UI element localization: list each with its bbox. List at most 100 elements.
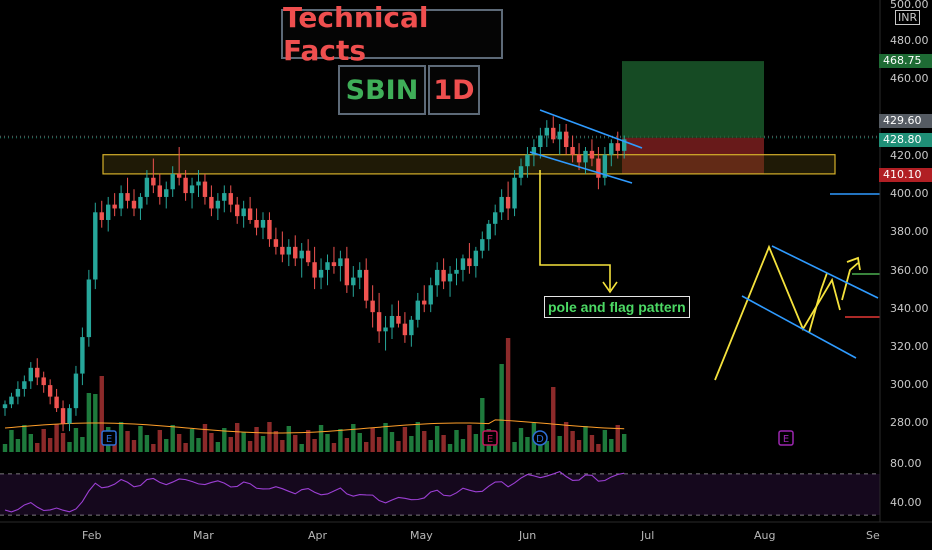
volume-bar <box>293 435 298 452</box>
currency-badge[interactable]: INR <box>895 10 921 25</box>
candle-body <box>164 189 169 197</box>
volume-bar <box>280 440 285 452</box>
candle-body <box>176 173 182 178</box>
volume-ma-line <box>4 419 625 434</box>
volume-bar <box>364 442 369 452</box>
candle-body <box>22 381 27 389</box>
event-marker-e[interactable]: E <box>101 430 117 446</box>
volume-bar <box>383 423 388 452</box>
candle-body <box>196 181 201 186</box>
candle-body <box>183 177 188 194</box>
candle-body <box>551 127 556 140</box>
volume-bar <box>215 442 221 452</box>
volume-bar <box>544 441 549 452</box>
candle-body <box>73 373 79 409</box>
event-marker-e[interactable]: E <box>482 430 498 446</box>
volume-bar <box>235 423 240 452</box>
volume-bar <box>615 425 620 452</box>
volume-bar <box>447 444 453 452</box>
candle-body <box>131 200 137 209</box>
volume-bar <box>125 431 130 452</box>
chart-title: Technical Facts <box>281 1 503 67</box>
volume-bar <box>73 428 79 452</box>
annotation-arrow-head <box>602 281 618 294</box>
volume-bar <box>602 430 608 452</box>
candle-body <box>241 208 246 217</box>
candle-body <box>473 250 479 267</box>
rsi-tick-label: 80.00 <box>890 457 922 470</box>
candle-body <box>228 193 233 205</box>
volume-bar <box>376 437 382 452</box>
volume-bar <box>86 393 92 452</box>
volume-bar <box>228 437 233 452</box>
volume-bar <box>260 436 266 452</box>
time-axis-label: Apr <box>308 529 328 542</box>
volume-bar <box>189 429 195 452</box>
price-tick-label: 420.00 <box>890 149 929 162</box>
event-marker-e[interactable]: E <box>778 430 794 446</box>
candle-body <box>570 147 575 155</box>
candle-body <box>106 204 111 220</box>
volume-bar <box>622 434 627 452</box>
volume-bar <box>563 422 569 452</box>
candle-body <box>202 181 208 197</box>
volume-bar <box>176 434 182 452</box>
volume-bar <box>318 425 324 452</box>
volume-bar <box>273 431 279 452</box>
time-axis-label: Feb <box>82 529 102 542</box>
volume-bar <box>196 438 201 452</box>
candle-body <box>557 131 562 140</box>
candle-body <box>280 246 285 255</box>
pattern-annotation: pole and flag pattern <box>544 296 690 318</box>
volume-bar <box>241 432 246 452</box>
sketch-lower-channel <box>741 295 857 359</box>
price-tick-label: 400.00 <box>890 187 929 200</box>
candle-body <box>389 315 395 328</box>
price-badge: 468.75 <box>879 54 932 68</box>
volume-bar <box>460 439 466 452</box>
volume-bar <box>351 424 356 452</box>
candle-body <box>299 250 304 259</box>
candle-body <box>422 300 427 305</box>
candle-body <box>538 135 543 148</box>
candle-body <box>454 269 459 274</box>
target-zone <box>622 61 764 138</box>
candle-body <box>273 239 279 247</box>
candle-body <box>267 219 272 240</box>
price-badge: 410.10 <box>879 168 932 182</box>
candle-body <box>247 208 253 220</box>
candle-body <box>383 327 388 332</box>
flag-lower-line <box>529 151 633 184</box>
candle-body <box>9 396 14 405</box>
volume-bar <box>183 443 188 452</box>
candle-body <box>260 219 266 228</box>
event-marker-d[interactable]: D <box>532 430 548 446</box>
flag-upper-line <box>539 109 643 149</box>
candle-body <box>447 273 453 282</box>
volume-bar <box>2 444 8 452</box>
candle-body <box>415 300 420 320</box>
candle-body <box>370 300 375 313</box>
volume-bar <box>338 429 343 452</box>
candle-body <box>441 269 446 282</box>
sketch-breakout <box>841 262 859 301</box>
candle-body <box>35 367 40 378</box>
candle-body <box>609 143 614 155</box>
volume-bar <box>428 440 433 452</box>
price-tick-label: 300.00 <box>890 378 929 391</box>
candle-body <box>331 262 337 267</box>
volume-bar <box>505 338 511 452</box>
volume-bar <box>589 435 595 452</box>
volume-bar <box>157 430 162 452</box>
volume-bar <box>15 439 21 452</box>
candle-body <box>357 269 362 278</box>
volume-bar <box>312 439 317 452</box>
price-tick-label: 480.00 <box>890 34 929 47</box>
svg-text:E: E <box>487 434 493 445</box>
price-tick-label: 460.00 <box>890 72 929 85</box>
candle-body <box>615 143 620 151</box>
volume-bar <box>357 433 362 452</box>
sketch-arrow-head <box>846 256 861 271</box>
